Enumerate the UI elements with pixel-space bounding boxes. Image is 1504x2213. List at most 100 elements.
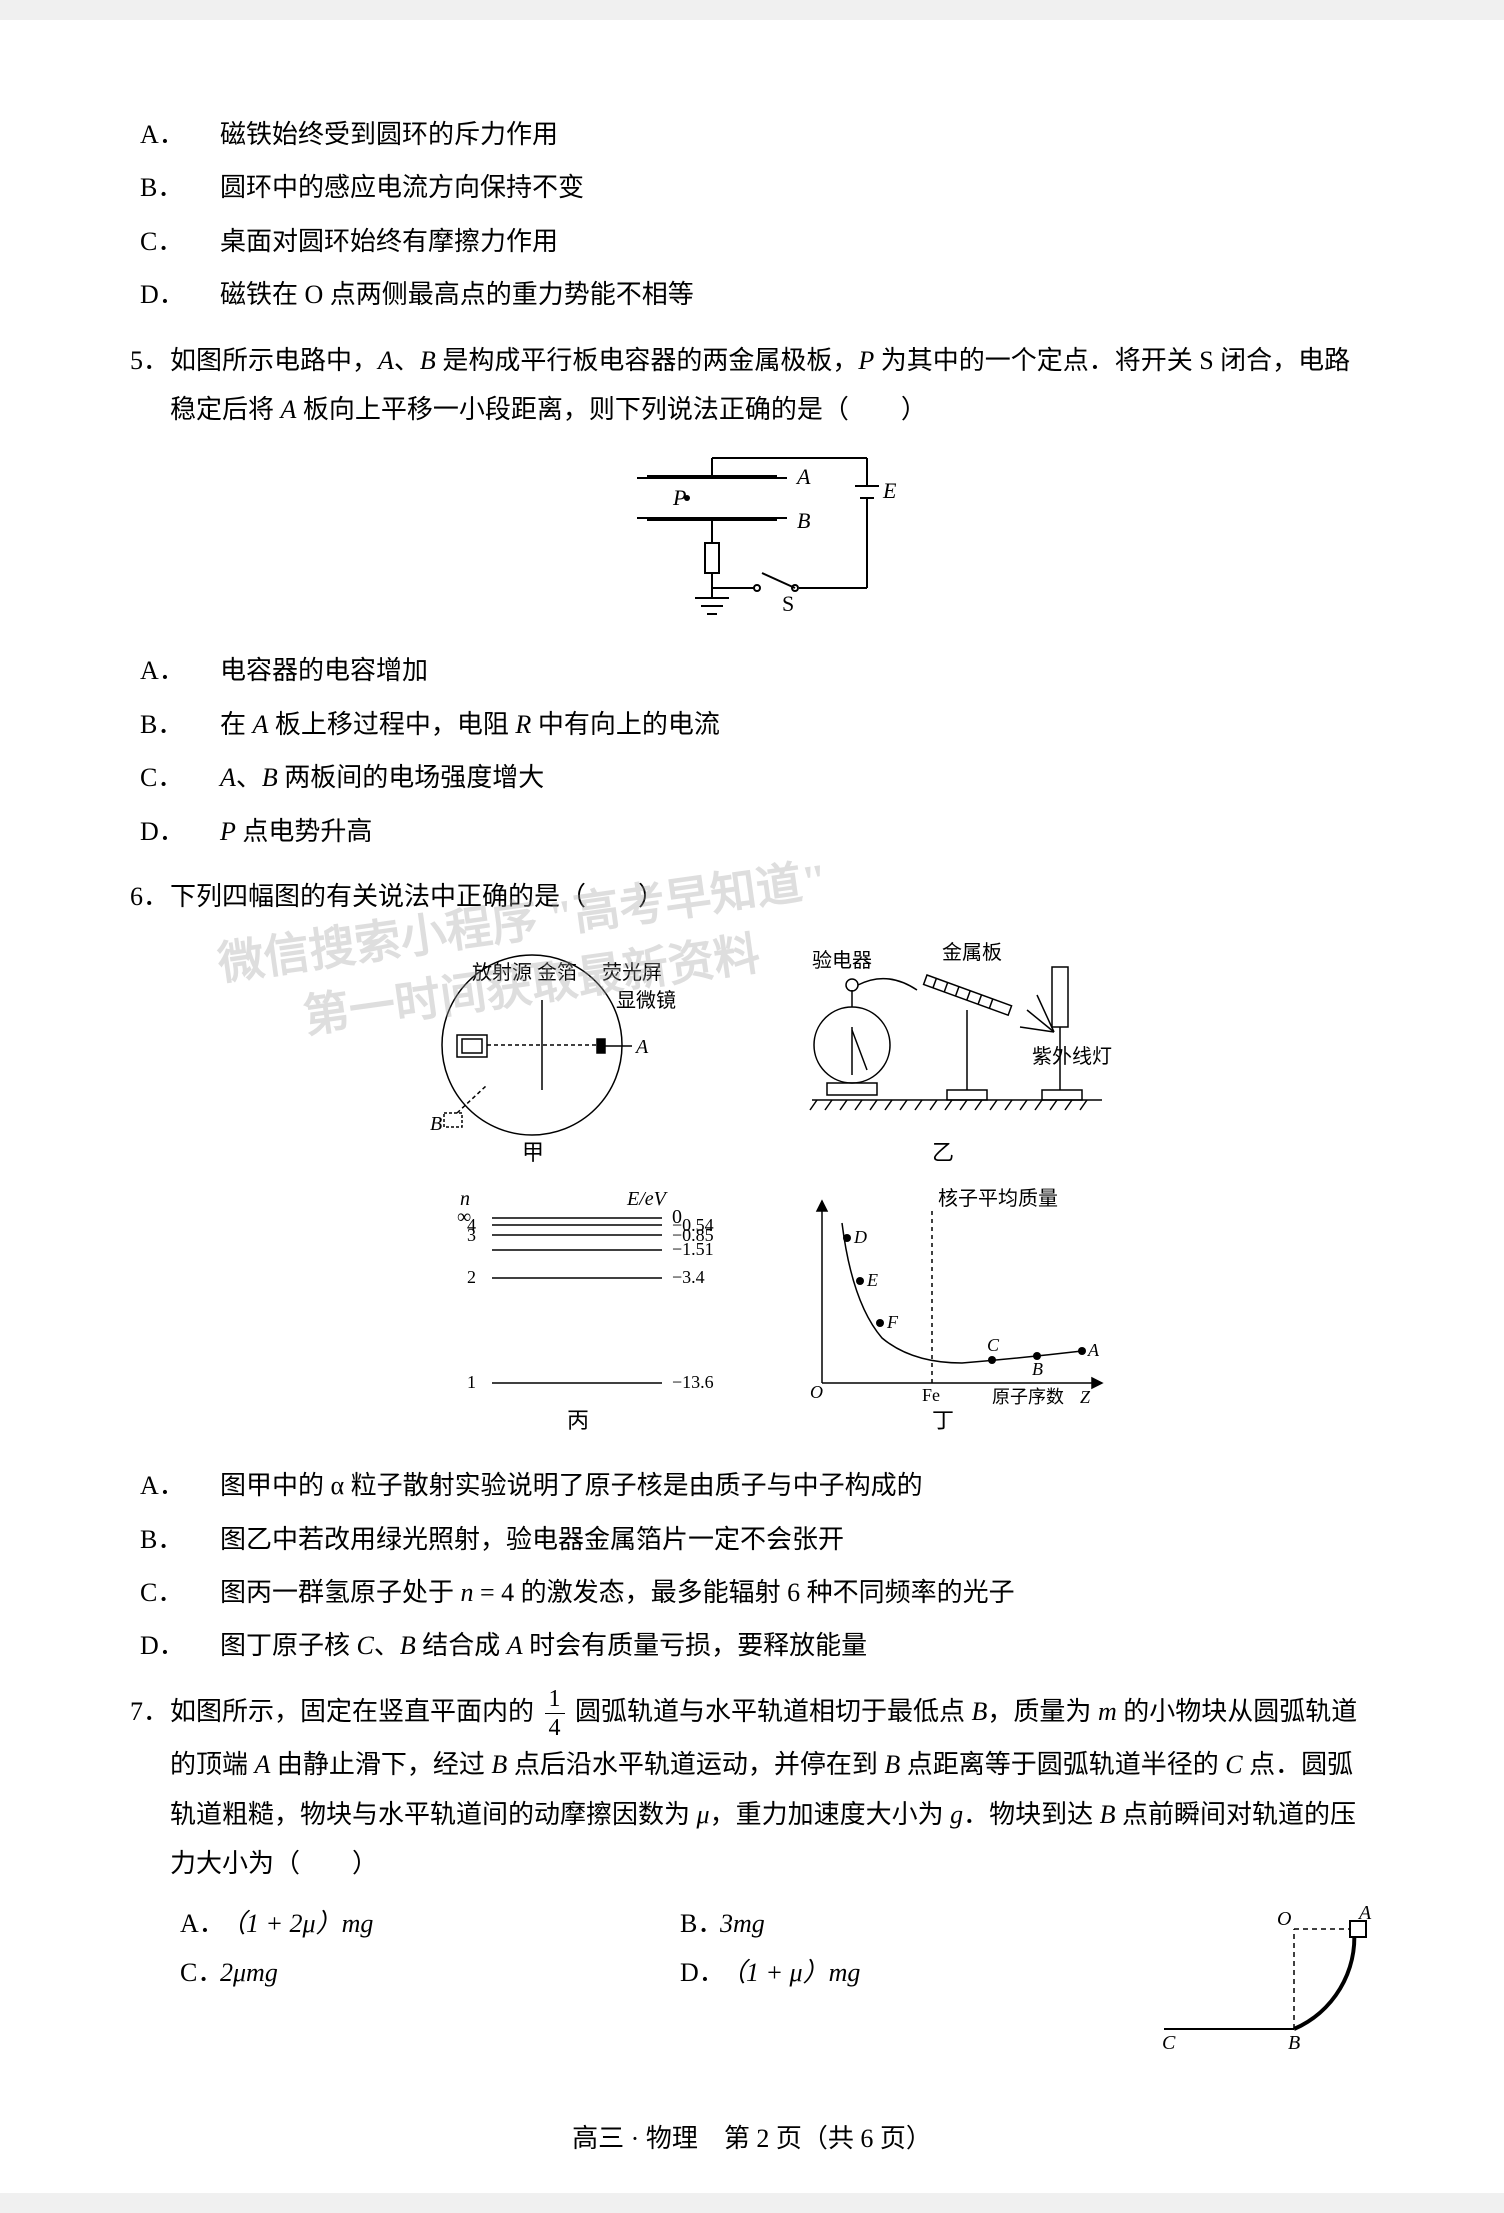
lbl: A [634, 1036, 649, 1058]
q6-option-a: A．图甲中的 α 粒子散射实验说明了原子核是由质子与中子构成的 [170, 1461, 1374, 1510]
lbl: 原子序数 [992, 1387, 1064, 1407]
lbl: Fe [922, 1385, 940, 1405]
option-letter: A． [180, 110, 220, 159]
lbl: 甲 [522, 1140, 544, 1165]
q7-options: A．（1 + 2μ）mg B．3mg C．2μmg D．（1 + μ）mg [170, 1899, 1144, 1998]
lbl: O [810, 1382, 823, 1402]
i: μ [697, 1800, 710, 1829]
option-letter: A． [180, 1899, 220, 1948]
option-text: （1 + 2μ）mg [220, 1909, 373, 1938]
q6-option-b: B．图乙中若改用绿光照射，验电器金属箔片一定不会张开 [170, 1515, 1374, 1564]
i: C [357, 1631, 374, 1660]
q6: 6．下列四幅图的有关说法中正确的是（ ） 放射源 金箔 荧光屏 [130, 872, 1374, 1671]
i: B [262, 763, 278, 792]
q6-options: A．图甲中的 α 粒子散射实验说明了原子核是由质子与中子构成的 B．图乙中若改用… [130, 1461, 1374, 1671]
i: A [253, 710, 269, 739]
option-letter: D． [180, 1621, 220, 1670]
t: 点电势升高 [236, 817, 373, 846]
lbl: B [1288, 2032, 1300, 2049]
q4-options: A．磁铁始终受到圆环的斥力作用 B．圆环中的感应电流方向保持不变 C．桌面对圆环… [130, 110, 1374, 320]
q6-figure-row1: 放射源 金箔 荧光屏 显微镜 A B 甲 [130, 935, 1374, 1165]
lbl: 丙 [567, 1408, 589, 1433]
t: 两板间的电场强度增大 [278, 763, 545, 792]
t: 在 [220, 710, 253, 739]
option-letter: C． [180, 1568, 220, 1617]
lbl: E/eV [626, 1188, 669, 1210]
lbl: 金箔 [537, 961, 577, 984]
t: 点距离等于圆弧轨道半径的 [900, 1750, 1225, 1779]
q5-option-a: A．电容器的电容增加 [170, 646, 1374, 695]
lbl: Z [1080, 1387, 1091, 1407]
lbl: B [797, 508, 810, 533]
den: 4 [545, 1714, 565, 1740]
i: A [220, 763, 236, 792]
t: 中有向上的电流 [531, 710, 720, 739]
lbl: 放射源 [472, 961, 532, 984]
lbl: 荧光屏 [602, 961, 662, 984]
q5-option-d: D．P 点电势升高 [170, 807, 1374, 856]
i: P [220, 817, 236, 846]
lbl: O [1277, 1908, 1291, 1930]
i: A [255, 1750, 271, 1779]
lbl: A [1087, 1340, 1100, 1360]
option-text: 3mg [720, 1909, 765, 1938]
option-text: 磁铁在 O 点两侧最高点的重力势能不相等 [220, 280, 694, 309]
q4-option-d: D．磁铁在 O 点两侧最高点的重力势能不相等 [170, 270, 1374, 319]
q6-option-c: C．图丙一群氢原子处于 n = 4 的激发态，最多能辐射 6 种不同频率的光子 [170, 1568, 1374, 1617]
i: A [281, 395, 297, 424]
q6-row2-svg: n E/eV ∞ 0 4 −0.54 3 −0.85 −1.51 2 −3.4 … [372, 1183, 1132, 1443]
q7-option-b: B．3mg [680, 1899, 1120, 1948]
option-text: 电容器的电容增加 [220, 656, 428, 685]
i: B [884, 1750, 900, 1779]
lbl: −3.4 [672, 1267, 705, 1287]
t: 、 [236, 763, 262, 792]
q6-number: 6． [130, 872, 170, 921]
i: A [507, 1631, 523, 1660]
q5-circuit-svg: P A B E S [587, 448, 917, 628]
t: = 4 的激发态，最多能辐射 6 种不同频率的光子 [474, 1578, 1015, 1607]
q7-number: 7． [130, 1687, 170, 1736]
q5: 5．如图所示电路中，A、B 是构成平行板电容器的两金属极板，P 为其中的一个定点… [130, 336, 1374, 856]
lbl: 验电器 [812, 949, 872, 972]
lbl: F [886, 1312, 899, 1332]
i: B [1100, 1800, 1116, 1829]
lbl: E [866, 1270, 878, 1290]
i: A [378, 346, 394, 375]
t: 如图所示，固定在竖直平面内的 [170, 1697, 541, 1726]
page: A．磁铁始终受到圆环的斥力作用 B．圆环中的感应电流方向保持不变 C．桌面对圆环… [0, 20, 1504, 2193]
t: 如图所示电路中， [170, 346, 378, 375]
lbl: 显微镜 [616, 989, 676, 1012]
q7-stem: 如图所示，固定在竖直平面内的 14 圆弧轨道与水平轨道相切于最低点 B，质量为 … [170, 1697, 1357, 1878]
lbl: 金属板 [942, 941, 1002, 964]
t: 板向上平移一小段距离，则下列说法正确的是（ ） [296, 395, 927, 424]
option-letter: C． [180, 1948, 220, 1997]
q5-options: A．电容器的电容增加 B．在 A 板上移过程中，电阻 R 中有向上的电流 C．A… [130, 646, 1374, 856]
q6-row1-svg: 放射源 金箔 荧光屏 显微镜 A B 甲 [372, 935, 1132, 1165]
lbl: C [1162, 2032, 1176, 2049]
i: P [858, 346, 874, 375]
q4-option-a: A．磁铁始终受到圆环的斥力作用 [170, 110, 1374, 159]
option-letter: D． [180, 807, 220, 856]
lbl: 丁 [932, 1408, 954, 1433]
lbl: −13.6 [672, 1372, 714, 1392]
lbl: C [987, 1335, 1000, 1355]
lbl: P [672, 485, 686, 510]
q6-stem: 下列四幅图的有关说法中正确的是（ ） [170, 882, 664, 911]
lbl: S [782, 591, 794, 616]
option-letter: B． [180, 700, 220, 749]
q7-arc-svg: O A B C [1144, 1899, 1374, 2049]
lbl: B [430, 1113, 442, 1135]
lbl: E [882, 478, 897, 503]
q7: 7．如图所示，固定在竖直平面内的 14 圆弧轨道与水平轨道相切于最低点 B，质量… [130, 1687, 1374, 2065]
option-text: 磁铁始终受到圆环的斥力作用 [220, 120, 558, 149]
option-text: 桌面对圆环始终有摩擦力作用 [220, 227, 558, 256]
q4-option-b: B．圆环中的感应电流方向保持不变 [170, 163, 1374, 212]
q6-option-d: D．图丁原子核 C、B 结合成 A 时会有质量亏损，要释放能量 [170, 1621, 1374, 1670]
i: B [491, 1750, 507, 1779]
i: m [1098, 1697, 1117, 1726]
q4-option-c: C．桌面对圆环始终有摩擦力作用 [170, 217, 1374, 266]
t: 、 [394, 346, 420, 375]
t: 圆弧轨道与水平轨道相切于最低点 [569, 1697, 972, 1726]
q7-option-d: D．（1 + μ）mg [680, 1948, 1120, 1997]
t: 时会有质量亏损，要释放能量 [523, 1631, 868, 1660]
